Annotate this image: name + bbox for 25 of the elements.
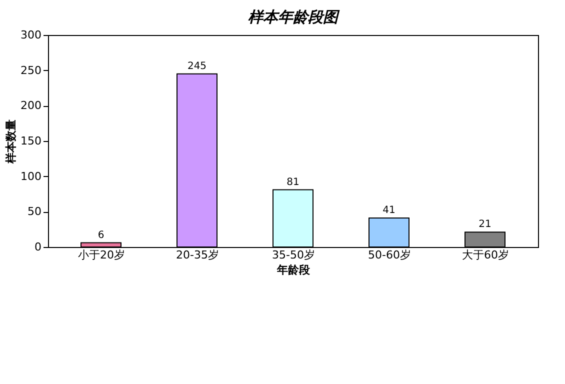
data-label: 21: [478, 219, 492, 230]
y-tick-label: 200: [20, 99, 42, 112]
x-tick-label: 50-60岁: [368, 248, 411, 262]
bar: [80, 242, 122, 248]
bar: [176, 73, 218, 248]
y-tick-label: 300: [20, 28, 42, 42]
data-label: 6: [98, 230, 104, 241]
x-tick-label: 35-50岁: [272, 248, 315, 262]
data-label: 245: [187, 60, 207, 72]
x-tick-label: 小于20岁: [78, 248, 125, 262]
data-label: 81: [286, 176, 300, 188]
bar: [368, 218, 410, 248]
x-axis-title: 年龄段: [276, 264, 311, 276]
data-label: 41: [382, 205, 396, 216]
y-tick-label: 250: [20, 64, 42, 77]
x-tick-label: 大于60岁: [462, 248, 509, 262]
y-axis-title: 样本数量: [4, 120, 18, 164]
bar: [464, 232, 506, 248]
chart-title: 样本年龄段图: [247, 8, 340, 26]
y-tick-label: 0: [34, 240, 42, 254]
y-tick-label: 50: [28, 205, 42, 218]
y-tick-label: 100: [20, 170, 42, 183]
bar: [272, 189, 314, 248]
x-tick-label: 20-35岁: [176, 248, 219, 262]
y-tick-label: 150: [20, 134, 42, 148]
